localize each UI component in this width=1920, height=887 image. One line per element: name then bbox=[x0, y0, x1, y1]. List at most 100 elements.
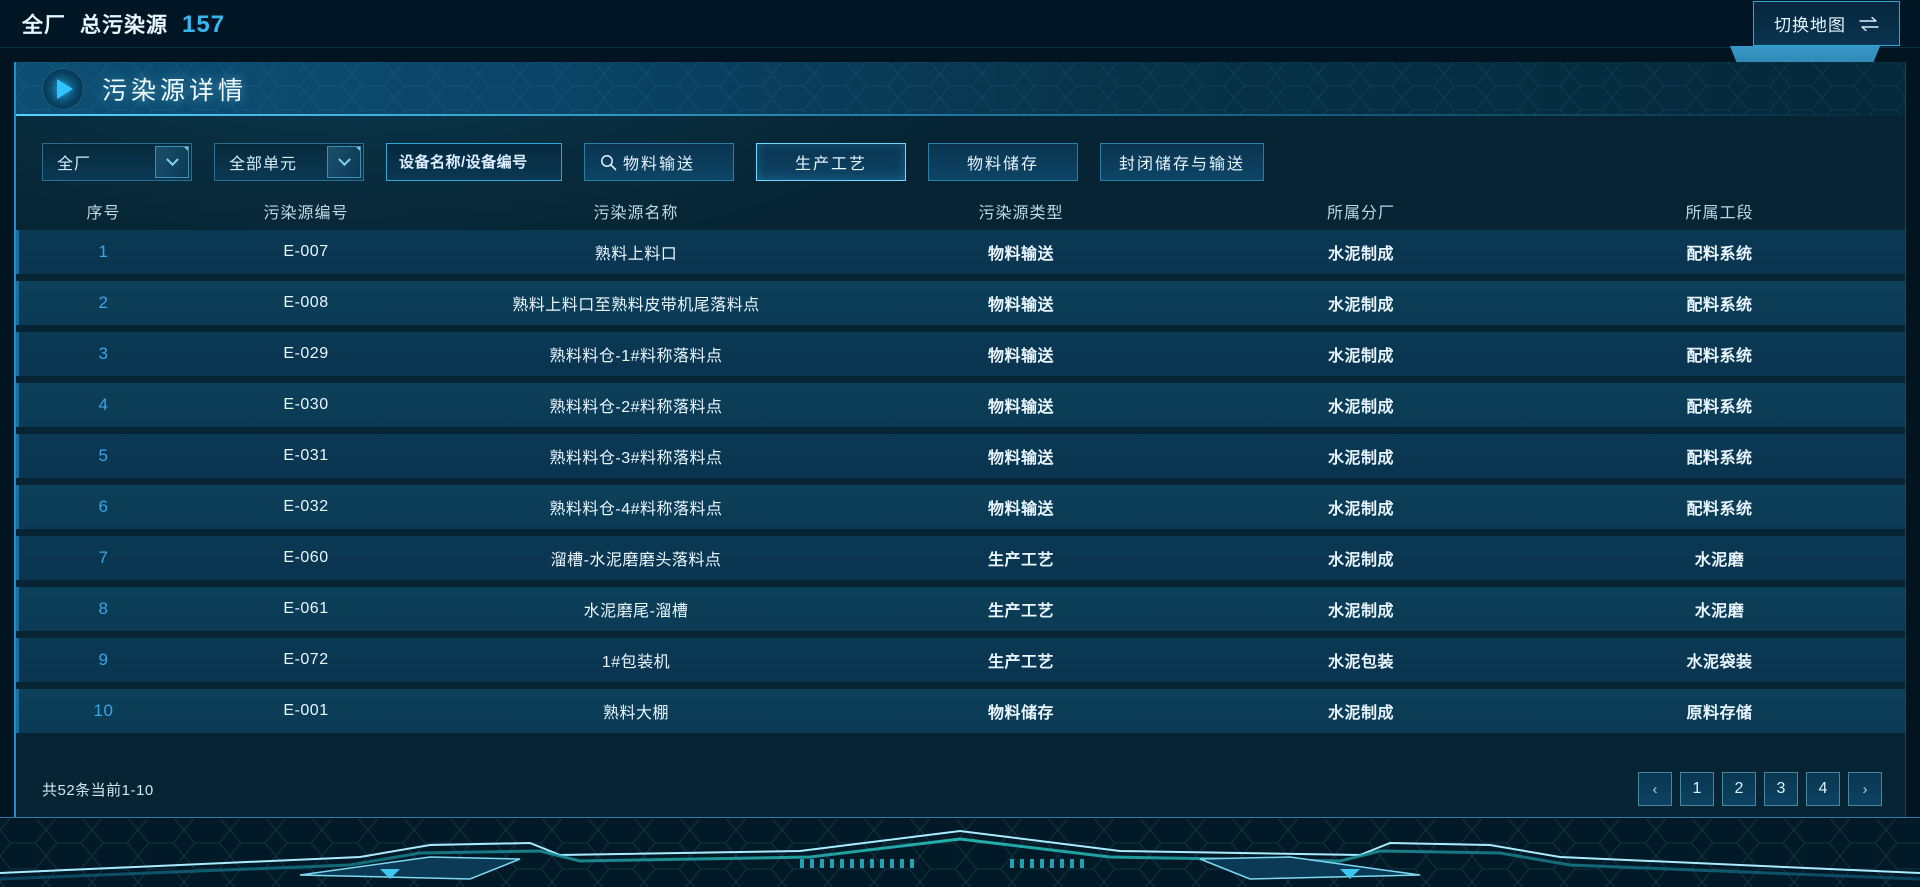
cell-name: 水泥磨尾-溜槽 bbox=[583, 603, 689, 620]
column-header-code: 污染源编号 bbox=[263, 205, 349, 222]
cell-type: 生产工艺 bbox=[987, 552, 1054, 569]
hud-top-line bbox=[0, 817, 1920, 818]
table-row[interactable]: 10 E-001 熟料大棚 物料储存 水泥制成 原料存储 bbox=[16, 689, 1905, 733]
column-header-type: 污染源类型 bbox=[978, 205, 1064, 222]
column-header-index: 序号 bbox=[86, 205, 121, 222]
pagination-prev-button[interactable]: ‹ bbox=[1638, 772, 1672, 806]
swap-arrows-icon bbox=[1859, 16, 1879, 31]
cell-index: 1 bbox=[98, 242, 109, 261]
cell-type: 物料输送 bbox=[987, 297, 1054, 314]
cell-section: 配料系统 bbox=[1686, 501, 1753, 518]
cell-plant: 水泥制成 bbox=[1327, 246, 1394, 263]
cell-section: 配料系统 bbox=[1686, 399, 1753, 416]
cell-plant: 水泥制成 bbox=[1327, 501, 1394, 518]
table-row[interactable]: 9 E-072 1#包装机 生产工艺 水泥包装 水泥袋装 bbox=[16, 638, 1905, 682]
filter-button-enclosed-storage-transport[interactable]: 封闭储存与输送 bbox=[1100, 143, 1265, 181]
cell-type: 生产工艺 bbox=[987, 603, 1054, 620]
column-header-plant: 所属分厂 bbox=[1326, 205, 1395, 222]
cell-index: 8 bbox=[98, 599, 109, 618]
table-row[interactable]: 7 E-060 溜槽-水泥磨磨头落料点 生产工艺 水泥制成 水泥磨 bbox=[16, 536, 1905, 580]
cell-section: 水泥磨 bbox=[1694, 552, 1745, 569]
chevron-down-icon[interactable] bbox=[327, 146, 361, 178]
table-row[interactable]: 3 E-029 熟料料仓-1#料称落料点 物料输送 水泥制成 配料系统 bbox=[16, 332, 1905, 376]
table-header-row: 序号 污染源编号 污染源名称 污染源类型 所属分厂 所属工段 bbox=[16, 192, 1905, 230]
switch-map-label: 切换地图 bbox=[1774, 16, 1846, 35]
cell-index: 10 bbox=[93, 701, 114, 720]
cell-type: 物料输送 bbox=[987, 450, 1054, 467]
switch-map-button[interactable]: 切换地图 bbox=[1753, 1, 1900, 46]
cell-name: 熟料上料口 bbox=[594, 246, 678, 263]
pollution-source-table: 序号 污染源编号 污染源名称 污染源类型 所属分厂 所属工段 1 E-007 熟料上… bbox=[16, 192, 1905, 740]
cell-type: 物料输送 bbox=[987, 348, 1054, 365]
cell-section: 水泥磨 bbox=[1694, 603, 1745, 620]
filter-button-material-storage[interactable]: 物料储存 bbox=[928, 143, 1078, 181]
cell-index: 5 bbox=[98, 446, 109, 465]
bottom-hud-decoration bbox=[0, 817, 1920, 887]
cell-index: 7 bbox=[98, 548, 109, 567]
chevron-down-icon[interactable] bbox=[155, 146, 189, 178]
cell-type: 物料输送 bbox=[987, 246, 1054, 263]
panel-title: 污染源详情 bbox=[102, 77, 248, 105]
cell-type: 物料储存 bbox=[987, 705, 1054, 722]
pagination-page-4[interactable]: 4 bbox=[1806, 772, 1840, 806]
cell-code: E-008 bbox=[283, 294, 329, 311]
table-row[interactable]: 6 E-032 熟料料仓-4#料称落料点 物料输送 水泥制成 配料系统 bbox=[16, 485, 1905, 529]
cell-type: 生产工艺 bbox=[987, 654, 1054, 671]
cell-code: E-007 bbox=[283, 243, 329, 260]
plant-select[interactable]: 全厂 bbox=[42, 143, 192, 181]
filter-button-production-process[interactable]: 生产工艺 bbox=[756, 143, 906, 181]
cell-index: 2 bbox=[98, 293, 109, 312]
plant-scope-label: 全厂 bbox=[22, 13, 66, 37]
cell-name: 熟料料仓-3#料称落料点 bbox=[549, 450, 723, 467]
cell-plant: 水泥包装 bbox=[1327, 654, 1394, 671]
cell-section: 配料系统 bbox=[1686, 348, 1753, 365]
total-sources-count: 157 bbox=[182, 10, 226, 38]
cell-section: 原料存储 bbox=[1686, 705, 1753, 722]
table-row[interactable]: 5 E-031 熟料料仓-3#料称落料点 物料输送 水泥制成 配料系统 bbox=[16, 434, 1905, 478]
pagination-page-1[interactable]: 1 bbox=[1680, 772, 1714, 806]
pagination-page-3[interactable]: 3 bbox=[1764, 772, 1798, 806]
cell-code: E-061 bbox=[283, 600, 329, 617]
filter-bar: 全厂 全部单元 物料输送 生产工艺 物料储存 bbox=[16, 132, 1905, 192]
pagination-page-2[interactable]: 2 bbox=[1722, 772, 1756, 806]
top-bar-summary: 全厂 总污染源 157 bbox=[0, 9, 225, 39]
table-row[interactable]: 8 E-061 水泥磨尾-溜槽 生产工艺 水泥制成 水泥磨 bbox=[16, 587, 1905, 631]
table-row[interactable]: 4 E-030 熟料料仓-2#料称落料点 物料输送 水泥制成 配料系统 bbox=[16, 383, 1905, 427]
cell-code: E-032 bbox=[283, 498, 329, 515]
table-row[interactable]: 2 E-008 熟料上料口至熟料皮带机尾落料点 物料输送 水泥制成 配料系统 bbox=[16, 281, 1905, 325]
column-header-name: 污染源名称 bbox=[593, 205, 679, 222]
cell-plant: 水泥制成 bbox=[1327, 552, 1394, 569]
cell-type: 物料输送 bbox=[987, 399, 1054, 416]
cell-code: E-029 bbox=[283, 345, 329, 362]
hex-pattern-decoration bbox=[16, 62, 1905, 116]
unit-select-value: 全部单元 bbox=[229, 156, 298, 173]
top-bar: 全厂 总污染源 157 切换地图 bbox=[0, 0, 1920, 48]
table-footer: 共52条当前1-10 ‹ 1 2 3 4 › bbox=[16, 754, 1905, 824]
table-row[interactable]: 1 E-007 熟料上料口 物料输送 水泥制成 配料系统 bbox=[16, 230, 1905, 274]
cell-name: 熟料料仓-1#料称落料点 bbox=[549, 348, 723, 365]
cell-name: 熟料上料口至熟料皮带机尾落料点 bbox=[512, 297, 760, 314]
cell-name: 溜槽-水泥磨磨头落料点 bbox=[550, 552, 722, 569]
cell-code: E-072 bbox=[283, 651, 329, 668]
select-corner-nub bbox=[183, 146, 189, 152]
plant-select-value: 全厂 bbox=[57, 156, 92, 173]
search-icon[interactable] bbox=[600, 154, 617, 171]
cell-plant: 水泥制成 bbox=[1327, 450, 1394, 467]
cell-section: 配料系统 bbox=[1686, 297, 1753, 314]
search-input[interactable] bbox=[387, 153, 600, 171]
table-body: 1 E-007 熟料上料口 物料输送 水泥制成 配料系统 2 E-008 熟料上料口至熟料皮带机… bbox=[16, 230, 1905, 733]
cell-code: E-001 bbox=[283, 702, 329, 719]
cell-name: 熟料料仓-4#料称落料点 bbox=[549, 501, 723, 518]
total-count-text: 共52条当前1-10 bbox=[42, 781, 154, 799]
panel-header-underline bbox=[16, 114, 1905, 116]
pollution-source-detail-panel: 污染源详情 全厂 全部单元 bbox=[14, 62, 1906, 824]
search-box[interactable] bbox=[386, 143, 617, 181]
cell-type: 物料输送 bbox=[987, 501, 1054, 518]
cell-index: 6 bbox=[98, 497, 109, 516]
column-header-section: 所属工段 bbox=[1685, 205, 1754, 222]
cell-code: E-031 bbox=[283, 447, 329, 464]
cell-name: 熟料大棚 bbox=[602, 705, 669, 722]
filter-button-material-transport[interactable]: 物料输送 bbox=[584, 143, 734, 181]
pagination-next-button[interactable]: › bbox=[1848, 772, 1882, 806]
unit-select[interactable]: 全部单元 bbox=[214, 143, 364, 181]
